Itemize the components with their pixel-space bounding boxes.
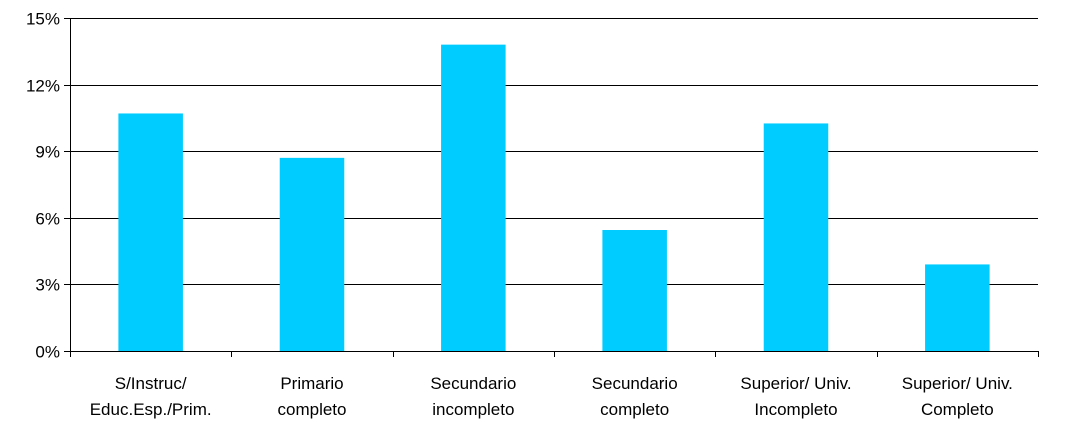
x-category-label: Secundario completo [592, 374, 678, 419]
x-category-label-line: Primario [280, 374, 343, 393]
x-category-label: S/Instruc/Educ.Esp./Prim. [90, 374, 212, 419]
y-tick-label: 6% [35, 210, 60, 229]
x-category-label-line: Completo [921, 400, 994, 419]
bars [118, 44, 990, 352]
y-tick-label: 15% [26, 10, 60, 29]
x-category-label-line: Incompleto [754, 400, 837, 419]
y-tick-label: 12% [26, 77, 60, 96]
x-category-label-line: Secundario [430, 374, 516, 393]
x-category-label-line: incompleto [432, 400, 514, 419]
x-category-label: Superior/ Univ. Completo [902, 374, 1013, 419]
x-category-label-line: completo [600, 400, 669, 419]
x-category-label-line: S/Instruc/ [115, 374, 187, 393]
gridlines [70, 18, 1038, 285]
y-tick-label: 3% [35, 276, 60, 295]
bar [118, 113, 183, 352]
x-category-label-line: Secundario [592, 374, 678, 393]
x-category-label: Primario completo [278, 374, 347, 419]
x-category-label-line: Superior/ Univ. [740, 374, 851, 393]
x-category-label-line: completo [278, 400, 347, 419]
x-category-label-line: Educ.Esp./Prim. [90, 400, 212, 419]
x-category-label: Secundario incompleto [430, 374, 516, 419]
bar [279, 157, 345, 351]
y-tick-label: 0% [35, 343, 60, 362]
y-tick-label: 9% [35, 143, 60, 162]
x-category-labels: S/Instruc/Educ.Esp./Prim. Primario complet… [90, 374, 1013, 419]
bar [441, 44, 506, 351]
x-category-label: Superior/ Univ. Incompleto [740, 374, 851, 419]
y-tick-labels: 0% 3% 6% 9% 12% 15% [26, 10, 60, 362]
axes [64, 18, 1039, 357]
bar [602, 230, 667, 351]
bar [763, 123, 829, 351]
x-category-label-line: Superior/ Univ. [902, 374, 1013, 393]
bar [925, 264, 990, 351]
